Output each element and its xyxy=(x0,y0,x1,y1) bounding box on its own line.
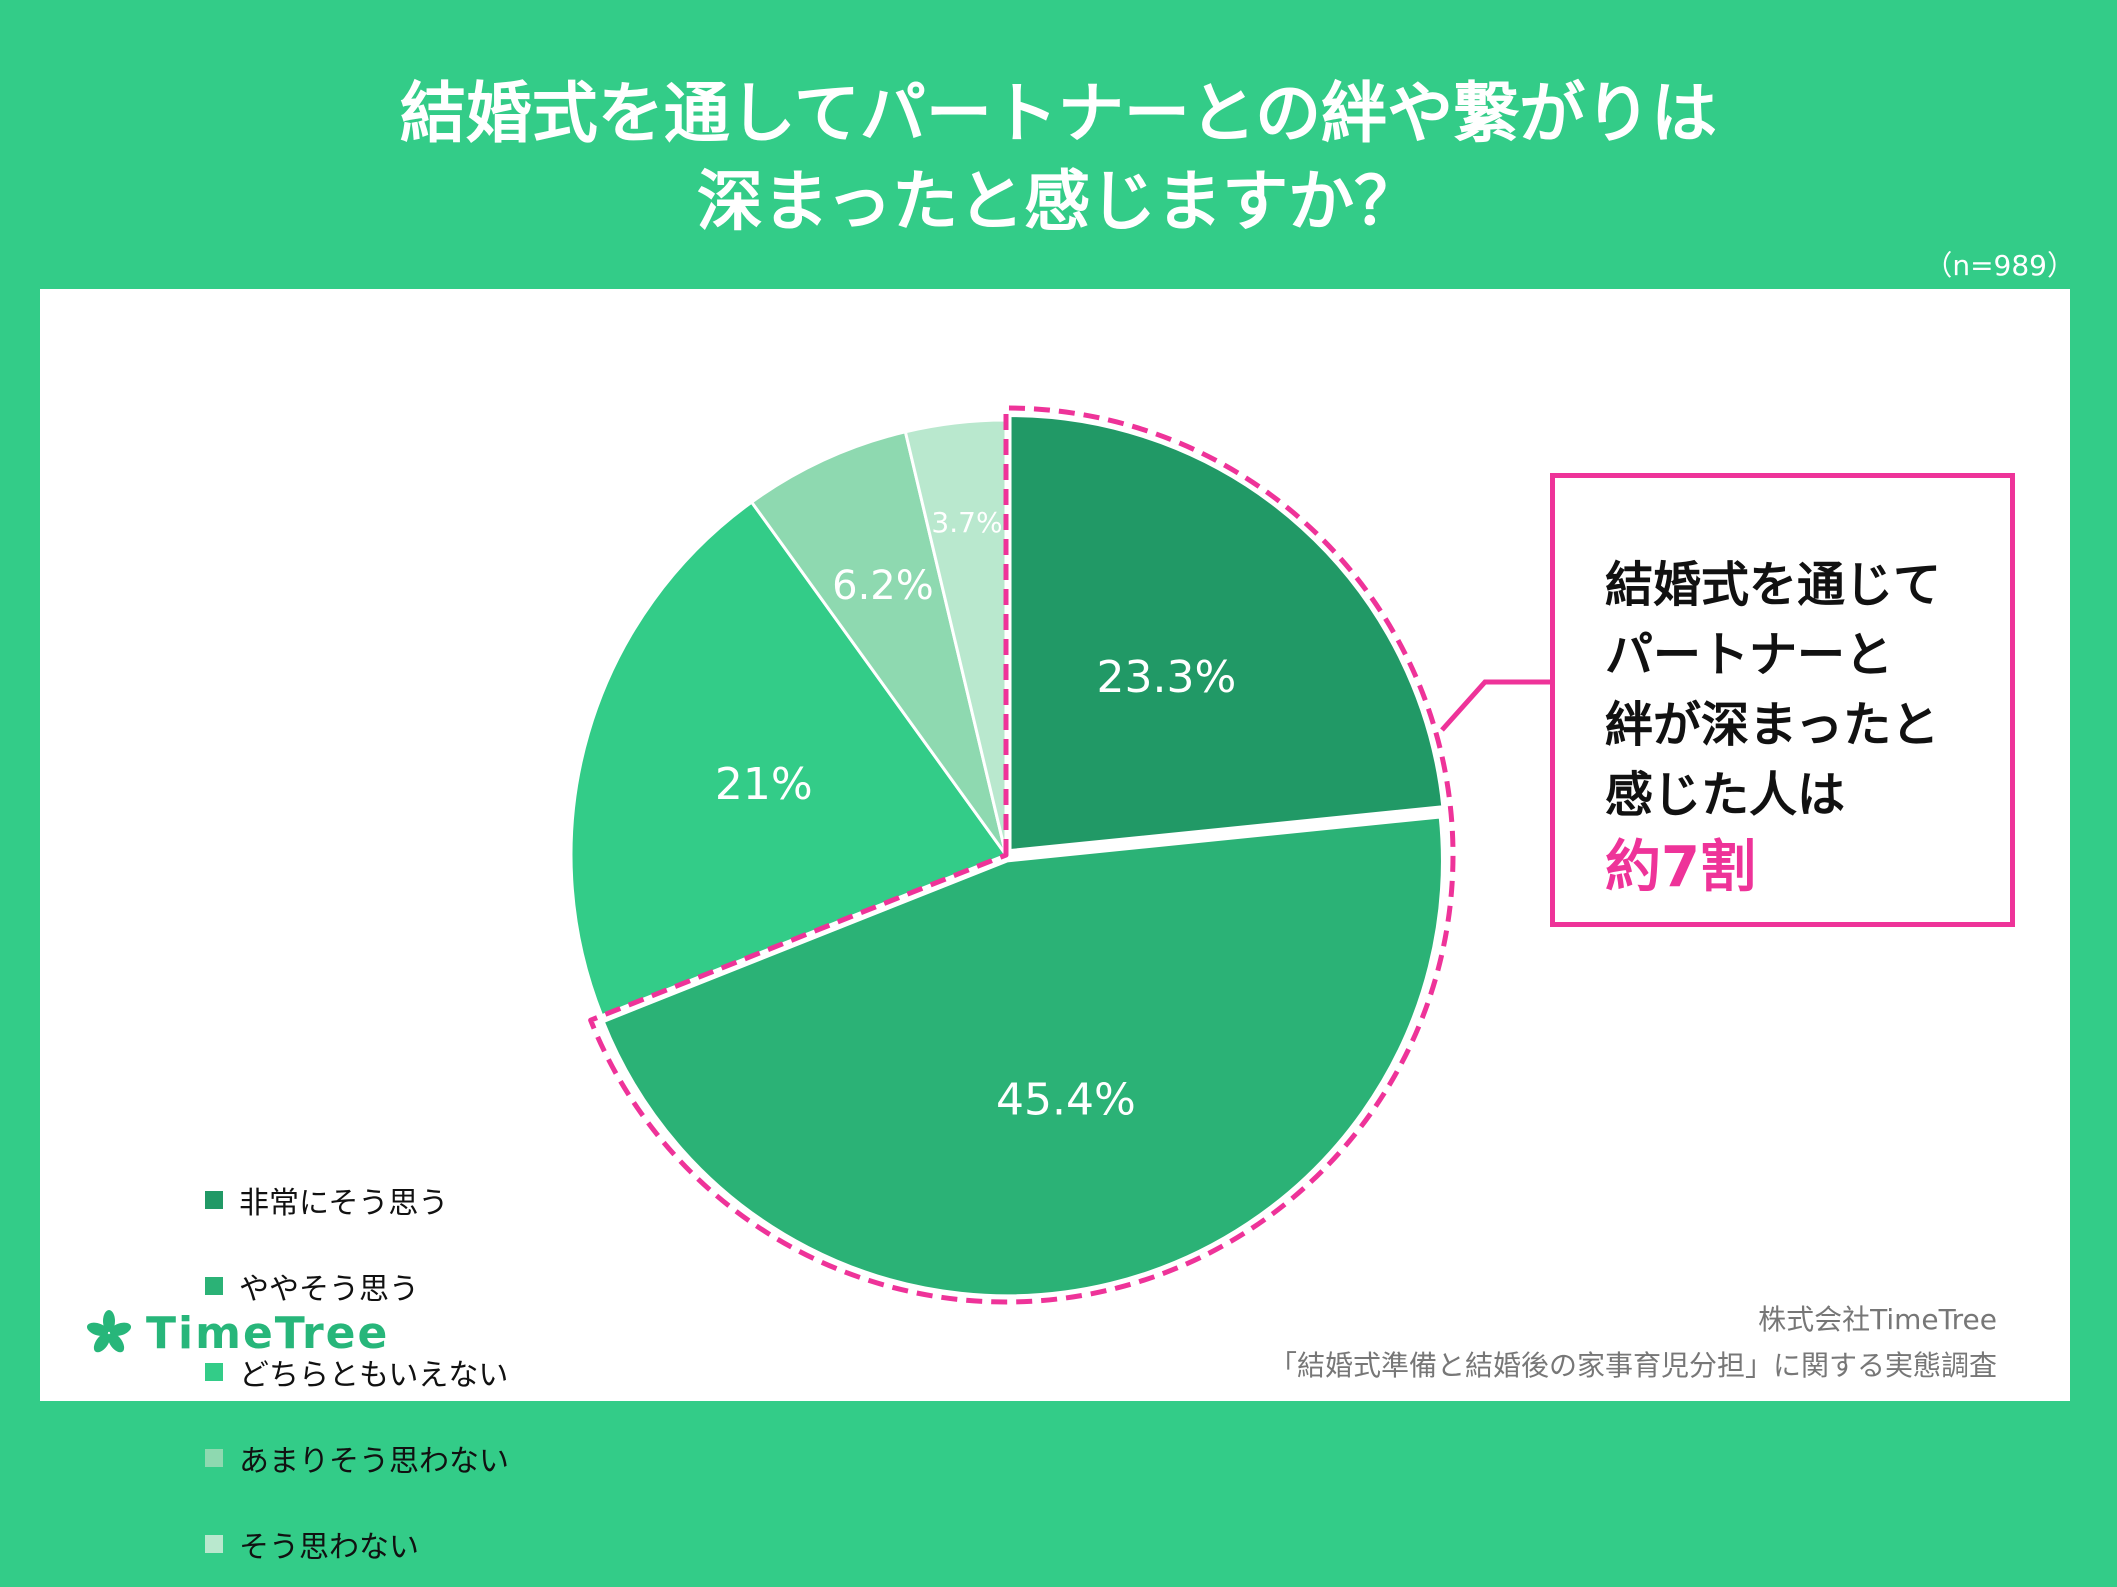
callout-line-1: 結婚式を通じて xyxy=(1605,557,1942,613)
slice-label-1: 23.3% xyxy=(1097,652,1237,703)
title-line-1: 結婚式を通してパートナーとの絆や繋がりは xyxy=(399,75,1718,152)
legend-item: どちらともいえない xyxy=(205,1329,509,1415)
page-title: 結婚式を通してパートナーとの絆や繋がりは 深まったと感じますか？ xyxy=(0,70,2117,246)
pie-slice-3 xyxy=(569,500,1009,1018)
callout-line-4: 感じた人は xyxy=(1605,767,1846,823)
pie-chart: 23.3% 45.4% 21% 6.2% 3.7% xyxy=(569,405,1550,1305)
source-company: 株式会社TimeTree xyxy=(1758,1303,1997,1336)
callout-highlight: 約7割 xyxy=(1605,835,1756,900)
legend-label: そう思わない xyxy=(239,1530,419,1565)
sample-size: （n=989） xyxy=(1924,249,2075,282)
legend-swatch xyxy=(205,1277,223,1295)
highlight-callout: 結婚式を通じて パートナーと 絆が深まったと 感じた人は 約7割 xyxy=(1550,473,2015,927)
legend-item: あまりそう思わない xyxy=(205,1415,509,1501)
pie-slice-4 xyxy=(749,429,1008,856)
callout-message: 結婚式を通じて パートナーと 絆が深まったと 感じた人は xyxy=(1605,550,2010,830)
highlight-outline xyxy=(588,405,1456,1305)
legend-item: ややそう思う xyxy=(205,1243,509,1329)
chart-legend: 非常にそう思う ややそう思う どちらともいえない あまりそう思わない そう思わな… xyxy=(205,1157,509,1587)
legend-label: どちらともいえない xyxy=(239,1358,509,1393)
source-survey: 「結婚式準備と結婚後の家事育児分担」に関する実態調査 xyxy=(1268,1349,1997,1382)
pie-slice-1 xyxy=(1008,414,1445,853)
callout-line-3: 絆が深まったと xyxy=(1605,697,1940,753)
legend-label: あまりそう思わない xyxy=(239,1444,509,1479)
legend-label: 非常にそう思う xyxy=(239,1186,449,1221)
timetree-logo: TimeTree xyxy=(82,1306,389,1360)
legend-swatch xyxy=(205,1363,223,1381)
pie-slice-2 xyxy=(601,815,1444,1298)
leaf-logo-icon xyxy=(86,1310,132,1353)
legend-swatch xyxy=(205,1191,223,1209)
legend-item: 非常にそう思う xyxy=(205,1157,509,1243)
logo-text: TimeTree xyxy=(146,1307,390,1359)
source-credit: 株式会社TimeTree 「結婚式準備と結婚後の家事育児分担」に関する実態調査 xyxy=(1269,1297,1997,1389)
callout-line-2: パートナーと xyxy=(1605,627,1894,683)
callout-connector xyxy=(1440,679,1550,732)
slice-label-4: 6.2% xyxy=(832,563,934,609)
chart-panel: 23.3% 45.4% 21% 6.2% 3.7% 非常にそう思う ややそう思う どちら… xyxy=(40,289,2070,1565)
slice-label-3: 21% xyxy=(715,759,813,810)
title-line-2: 深まったと感じますか？ xyxy=(696,163,1421,240)
slice-label-2: 45.4% xyxy=(996,1075,1136,1126)
slice-label-5: 3.7% xyxy=(931,506,1002,539)
legend-swatch xyxy=(205,1535,223,1553)
legend-swatch xyxy=(205,1449,223,1467)
legend-item: そう思わない xyxy=(205,1501,509,1587)
legend-label: ややそう思う xyxy=(239,1272,419,1307)
